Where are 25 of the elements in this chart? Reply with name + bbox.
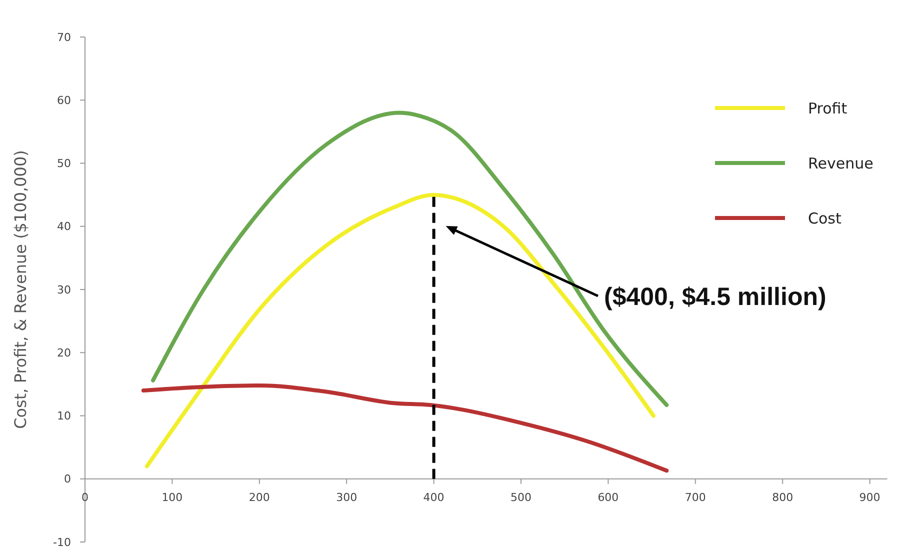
y-axis-title: Cost, Profit, & Revenue ($100,000) <box>11 150 30 429</box>
annotation: ($400, $4.5 million) <box>604 283 826 311</box>
y-tick-label: 0 <box>64 472 71 486</box>
legend-label: Revenue <box>808 154 874 172</box>
legend-label: Profit <box>808 99 848 118</box>
y-tick-label: 30 <box>57 283 71 296</box>
x-tick-label: 100 <box>162 490 183 504</box>
x-tick-label: 700 <box>684 490 706 504</box>
x-tick-label: 500 <box>510 490 532 504</box>
y-tick-label: 50 <box>57 157 71 170</box>
line-series <box>141 383 669 473</box>
x-tick-label: 900 <box>859 490 880 504</box>
y-tick-label: 70 <box>57 30 71 44</box>
y-tick-label: 60 <box>57 94 71 107</box>
y-tick-label: 40 <box>57 220 71 234</box>
x-tick-label: 800 <box>772 490 794 504</box>
x-tick-label: 300 <box>336 490 358 504</box>
x-tick-label: 400 <box>423 490 444 504</box>
x-tick-label: 200 <box>248 490 270 504</box>
y-tick-label: -10 <box>53 536 71 549</box>
x-tick-label: 0 <box>82 490 88 504</box>
y-tick-label: 20 <box>57 346 71 360</box>
y-tick-label: 10 <box>57 410 71 423</box>
x-tick-label: 600 <box>598 490 619 504</box>
legend-label: Cost <box>808 209 842 228</box>
